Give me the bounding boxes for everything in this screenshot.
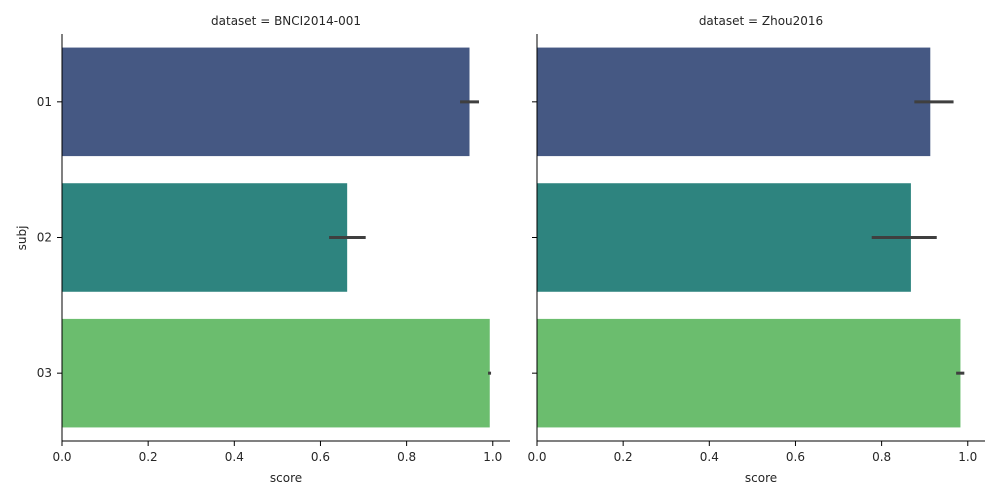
bar-03-facet-2 <box>537 318 961 428</box>
x-tick-label-facet-2: 1.0 <box>958 450 977 464</box>
x-tick-label-facet-2: 0.6 <box>786 450 805 464</box>
y-tick-label-02: 02 <box>37 231 52 245</box>
x-tick-label-facet-1: 0.4 <box>225 450 244 464</box>
facet-title-zhou2016: dataset = Zhou2016 <box>699 14 823 28</box>
y-tick-label-03: 03 <box>37 366 52 380</box>
bar-02-facet-1 <box>62 183 348 292</box>
facet-title-bnci2014-001: dataset = BNCI2014-001 <box>211 14 361 28</box>
x-tick-label-facet-1: 0.0 <box>52 450 71 464</box>
bar-01-facet-2 <box>537 47 931 157</box>
bar-02-facet-2 <box>537 183 911 292</box>
x-tick-label-facet-1: 0.2 <box>139 450 158 464</box>
facet-zhou2016: dataset = Zhou2016 0.0 0.2 0.4 0.6 0.8 1.0 <box>527 14 985 464</box>
x-axis-label-left: score <box>270 471 302 485</box>
x-tick-label-facet-1: 0.6 <box>311 450 330 464</box>
x-axis-label-right: score <box>745 471 777 485</box>
x-tick-label-facet-2: 0.2 <box>614 450 633 464</box>
x-tick-label-facet-2: 0.0 <box>527 450 546 464</box>
x-tick-label-facet-2: 0.4 <box>700 450 719 464</box>
x-tick-label-facet-2: 0.8 <box>872 450 891 464</box>
bar-03-facet-1 <box>62 318 490 428</box>
x-tick-label-facet-1: 0.8 <box>397 450 416 464</box>
facet-bnci2014-001: dataset = BNCI2014-001 0.0 0.2 0.4 0.6 0.8 1.… <box>37 14 510 464</box>
y-axis-label: subj <box>15 226 29 251</box>
y-tick-label-01: 01 <box>37 95 52 109</box>
x-tick-label-facet-1: 1.0 <box>483 450 502 464</box>
bar-01-facet-1 <box>62 47 470 157</box>
